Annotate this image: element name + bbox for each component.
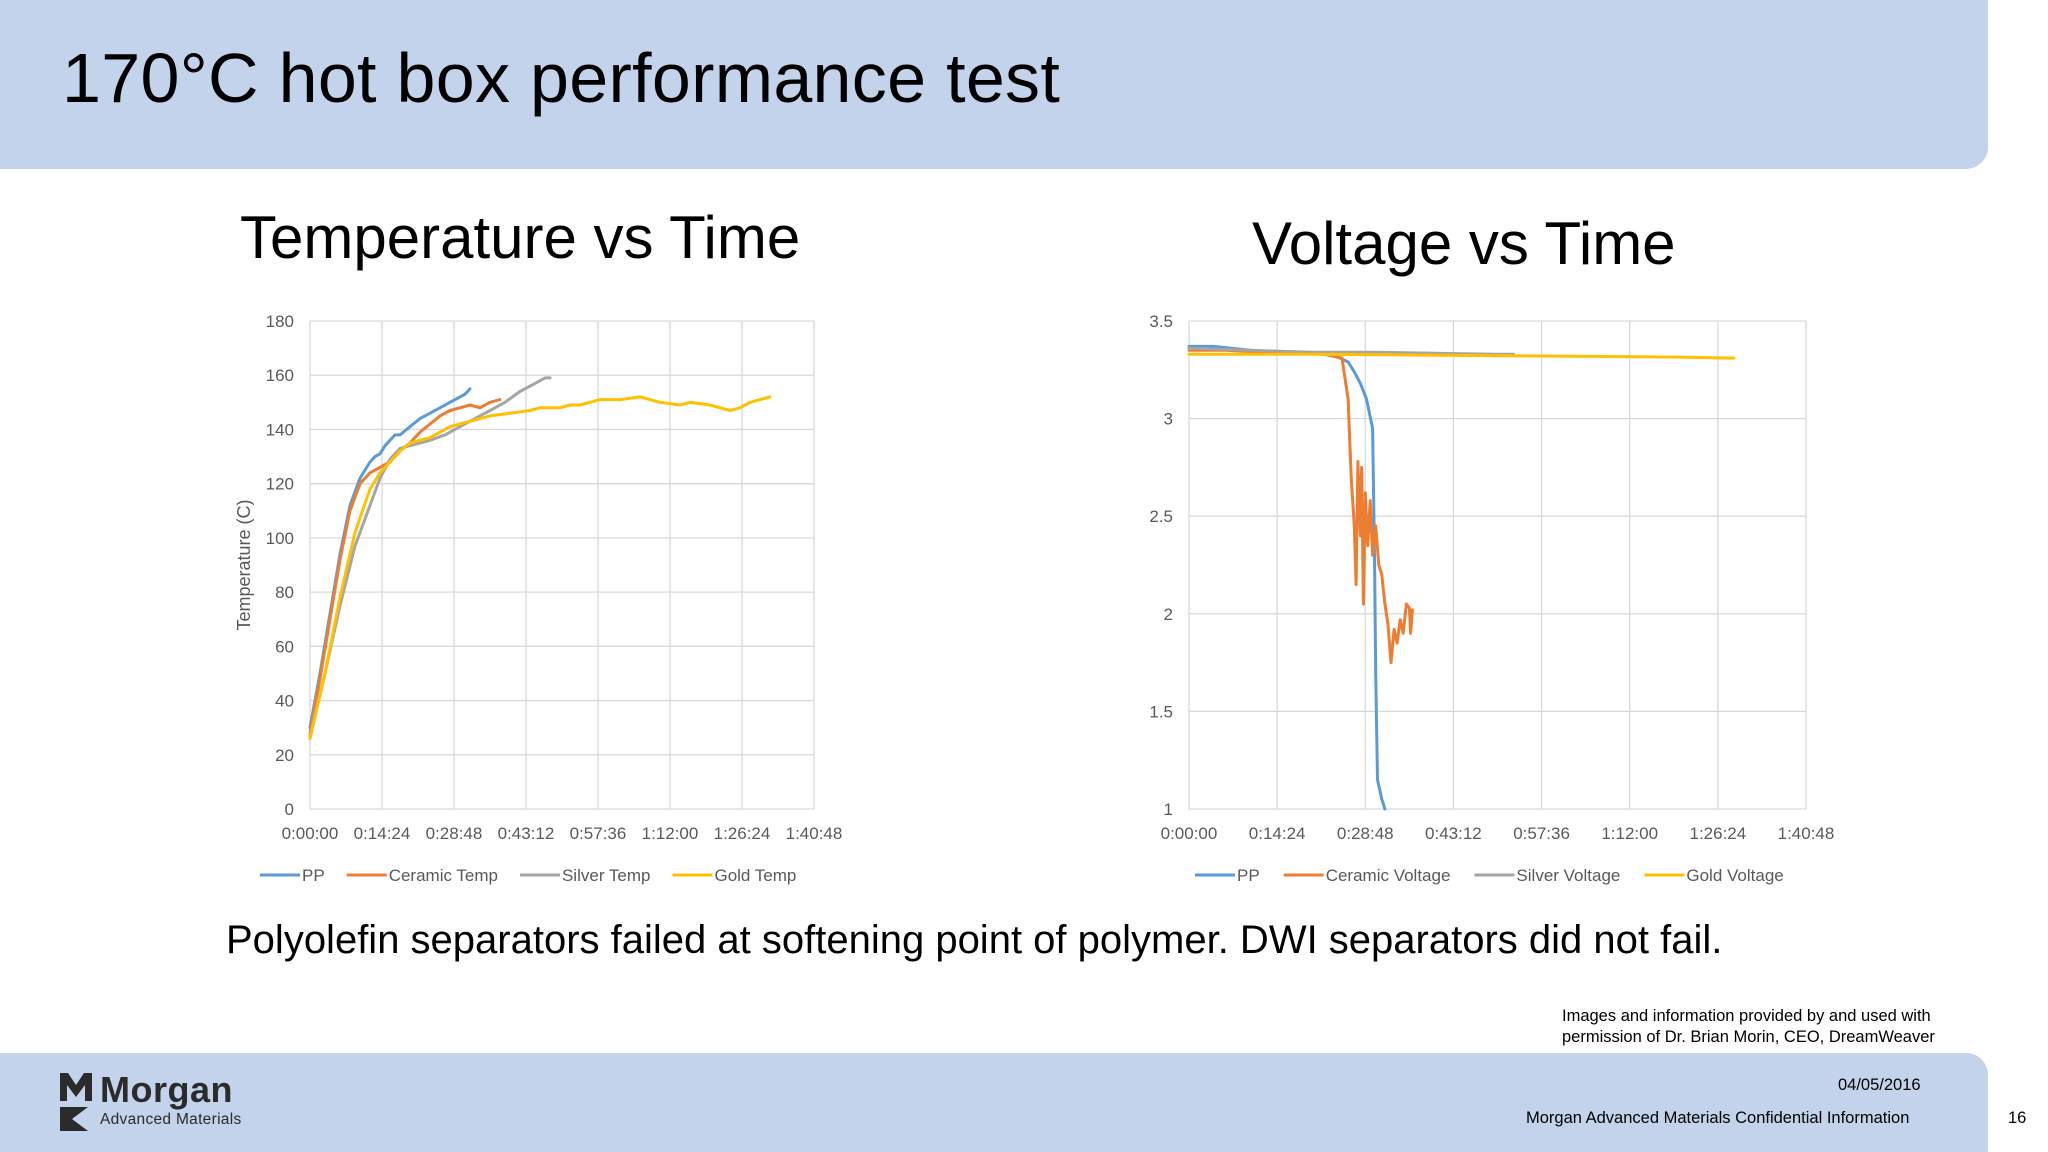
x-tick-label: 0:14:24: [354, 824, 411, 843]
morgan-logo-icon: [60, 1073, 92, 1131]
x-tick-label: 0:57:36: [570, 824, 627, 843]
y-axis-label: Temperature (C): [234, 499, 254, 630]
y-tick-label: 1: [1164, 800, 1173, 819]
x-tick-label: 1:26:24: [714, 824, 771, 843]
y-tick-label: 180: [266, 312, 294, 331]
series-line-ceramic-temp: [308, 398, 502, 735]
y-tick-label: 0: [285, 800, 294, 819]
footer-band: [0, 1053, 1988, 1152]
footer-date: 04/05/2016: [1838, 1076, 1921, 1094]
slide-caption: Polyolefin separators failed at softenin…: [226, 918, 1723, 962]
legend-label-gold-temp: Gold Temp: [714, 866, 796, 885]
series-line-gold-temp: [308, 395, 772, 740]
legend-label-pp: PP: [302, 866, 325, 885]
y-tick-label: 2.5: [1149, 507, 1173, 526]
y-tick-label: 160: [266, 366, 294, 385]
image-credit: Images and information provided by and u…: [1562, 1007, 1935, 1046]
slide-title: 170°C hot box performance test: [62, 39, 1061, 117]
x-tick-label: 0:00:00: [282, 824, 339, 843]
y-tick-label: 40: [275, 692, 294, 711]
y-tick-label: 120: [266, 475, 294, 494]
y-tick-label: 80: [275, 583, 294, 602]
x-tick-label: 1:40:48: [1778, 824, 1835, 843]
page-number: 16: [2008, 1109, 2027, 1127]
temperature-chart-title: Temperature vs Time: [240, 204, 801, 271]
x-tick-label: 0:00:00: [1161, 824, 1218, 843]
y-tick-label: 100: [266, 529, 294, 548]
x-tick-label: 0:28:48: [426, 824, 483, 843]
y-tick-label: 3.5: [1149, 312, 1173, 331]
voltage-chart-title: Voltage vs Time: [1252, 210, 1676, 277]
x-tick-label: 0:14:24: [1249, 824, 1306, 843]
legend-label-ceramic-voltage: Ceramic Voltage: [1326, 866, 1451, 885]
y-tick-label: 60: [275, 637, 294, 656]
legend-label-ceramic-temp: Ceramic Temp: [389, 866, 498, 885]
legend-label-gold-voltage: Gold Voltage: [1686, 866, 1783, 885]
y-tick-label: 140: [266, 420, 294, 439]
legend-label-silver-temp: Silver Temp: [562, 866, 651, 885]
x-tick-label: 0:57:36: [1513, 824, 1570, 843]
temperature-chart: 0 20 40 60 80 100 120 140 160 180 0:00:00 0:14:24 0:…: [234, 312, 843, 885]
logo-subtitle: Advanced Materials: [100, 1111, 242, 1128]
footer-confidential: Morgan Advanced Materials Confidential I…: [1526, 1109, 1910, 1127]
x-tick-label: 1:12:00: [642, 824, 699, 843]
y-tick-label: 20: [275, 746, 294, 765]
series-line-ceramic-voltage: [1187, 348, 1414, 665]
x-tick-label: 1:40:48: [786, 824, 843, 843]
series-line-pp: [308, 387, 472, 730]
x-tick-label: 1:12:00: [1601, 824, 1658, 843]
legend-label-silver-voltage: Silver Voltage: [1516, 866, 1620, 885]
series-line-gold-voltage: [1187, 352, 1736, 360]
y-tick-label: 3: [1164, 410, 1173, 429]
header-band: [0, 0, 1988, 169]
legend-label-pp: PP: [1237, 866, 1260, 885]
x-tick-label: 0:43:12: [1425, 824, 1482, 843]
voltage-chart: 1 1.5 2 2.5 3 3.5 0:00:00 0:14:24 0:28:48 0:43:12…: [1149, 312, 1835, 885]
x-tick-label: 0:43:12: [498, 824, 555, 843]
logo-name: Morgan: [100, 1069, 233, 1110]
y-tick-label: 1.5: [1149, 702, 1173, 721]
x-tick-label: 0:28:48: [1337, 824, 1394, 843]
x-tick-label: 1:26:24: [1689, 824, 1746, 843]
morgan-logo: Morgan Advanced Materials: [58, 1069, 288, 1133]
y-tick-label: 2: [1164, 605, 1173, 624]
series-line-silver-temp: [308, 376, 552, 738]
